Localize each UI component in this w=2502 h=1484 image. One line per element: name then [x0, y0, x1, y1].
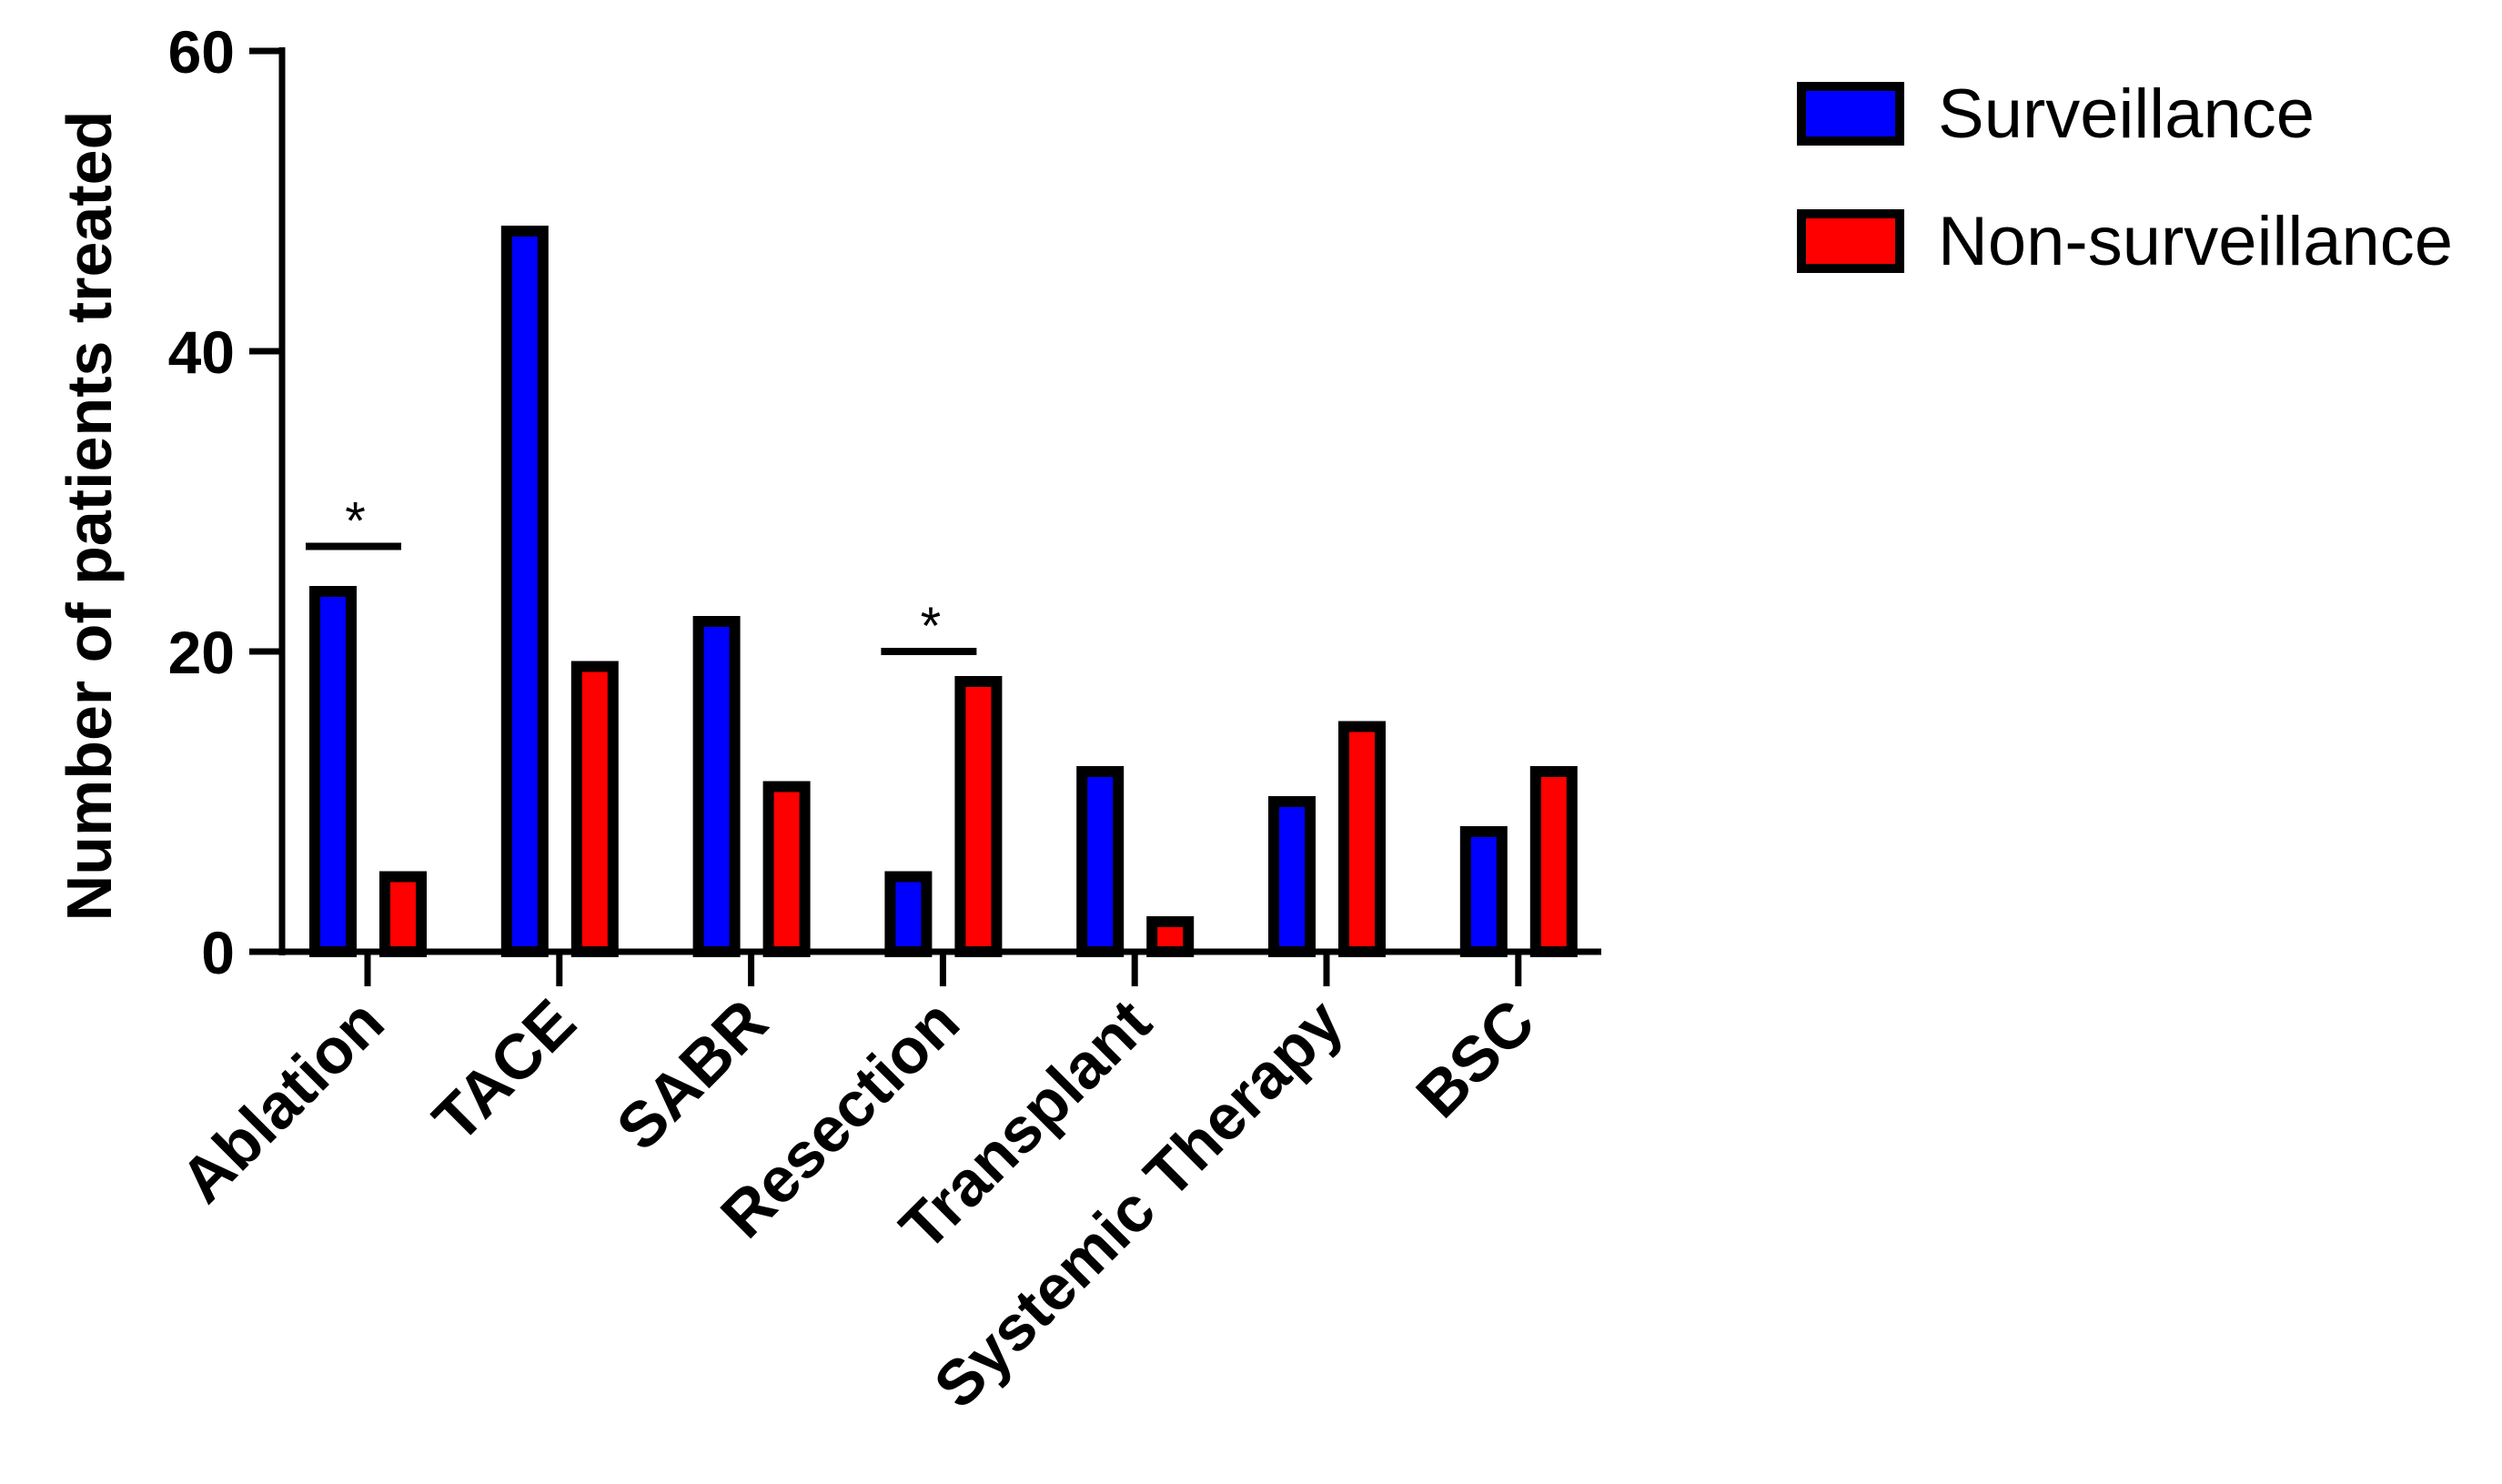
- bar-surveillance-systemic-therapy: [1268, 796, 1316, 957]
- y-axis-label: Number of patients treated: [54, 111, 125, 922]
- x-tick-label-ablation: Ablation: [166, 985, 397, 1216]
- x-tick-label-sabr: SABR: [603, 985, 781, 1163]
- x-tick-label-tace: TACE: [419, 985, 589, 1155]
- bar-non-surveillance-resection: [954, 676, 1003, 957]
- legend-swatch-surveillance: [1797, 82, 1904, 146]
- legend: Surveillance Non-surveillance: [1797, 76, 2453, 280]
- bar-non-surveillance-systemic-therapy: [1338, 721, 1386, 957]
- x-tick-label-bsc: BSC: [1403, 985, 1549, 1131]
- significance-layer: **: [306, 492, 977, 656]
- bar-surveillance-tace: [500, 226, 549, 957]
- significance-label-ablation: *: [345, 492, 366, 551]
- bar-non-surveillance-ablation: [379, 871, 427, 957]
- y-tick-label-60: 60: [168, 18, 235, 86]
- legend-swatch-non-surveillance: [1797, 209, 1904, 273]
- bar-non-surveillance-tace: [570, 661, 619, 957]
- bar-non-surveillance-transplant: [1146, 916, 1195, 957]
- significance-label-resection: *: [921, 597, 942, 656]
- bars-layer: [309, 226, 1578, 957]
- bar-surveillance-bsc: [1459, 826, 1508, 957]
- bar-surveillance-sabr: [692, 616, 741, 957]
- bar-non-surveillance-sabr: [762, 781, 811, 957]
- y-tick-label-20: 20: [168, 619, 235, 686]
- bar-surveillance-resection: [884, 871, 933, 957]
- bar-surveillance-transplant: [1076, 766, 1125, 957]
- legend-label-surveillance: Surveillance: [1938, 76, 2315, 153]
- bar-surveillance-ablation: [309, 586, 357, 957]
- legend-label-non-surveillance: Non-surveillance: [1938, 203, 2453, 280]
- bar-non-surveillance-bsc: [1529, 766, 1578, 957]
- y-tick-label-0: 0: [201, 919, 235, 986]
- y-tick-label-40: 40: [168, 318, 235, 386]
